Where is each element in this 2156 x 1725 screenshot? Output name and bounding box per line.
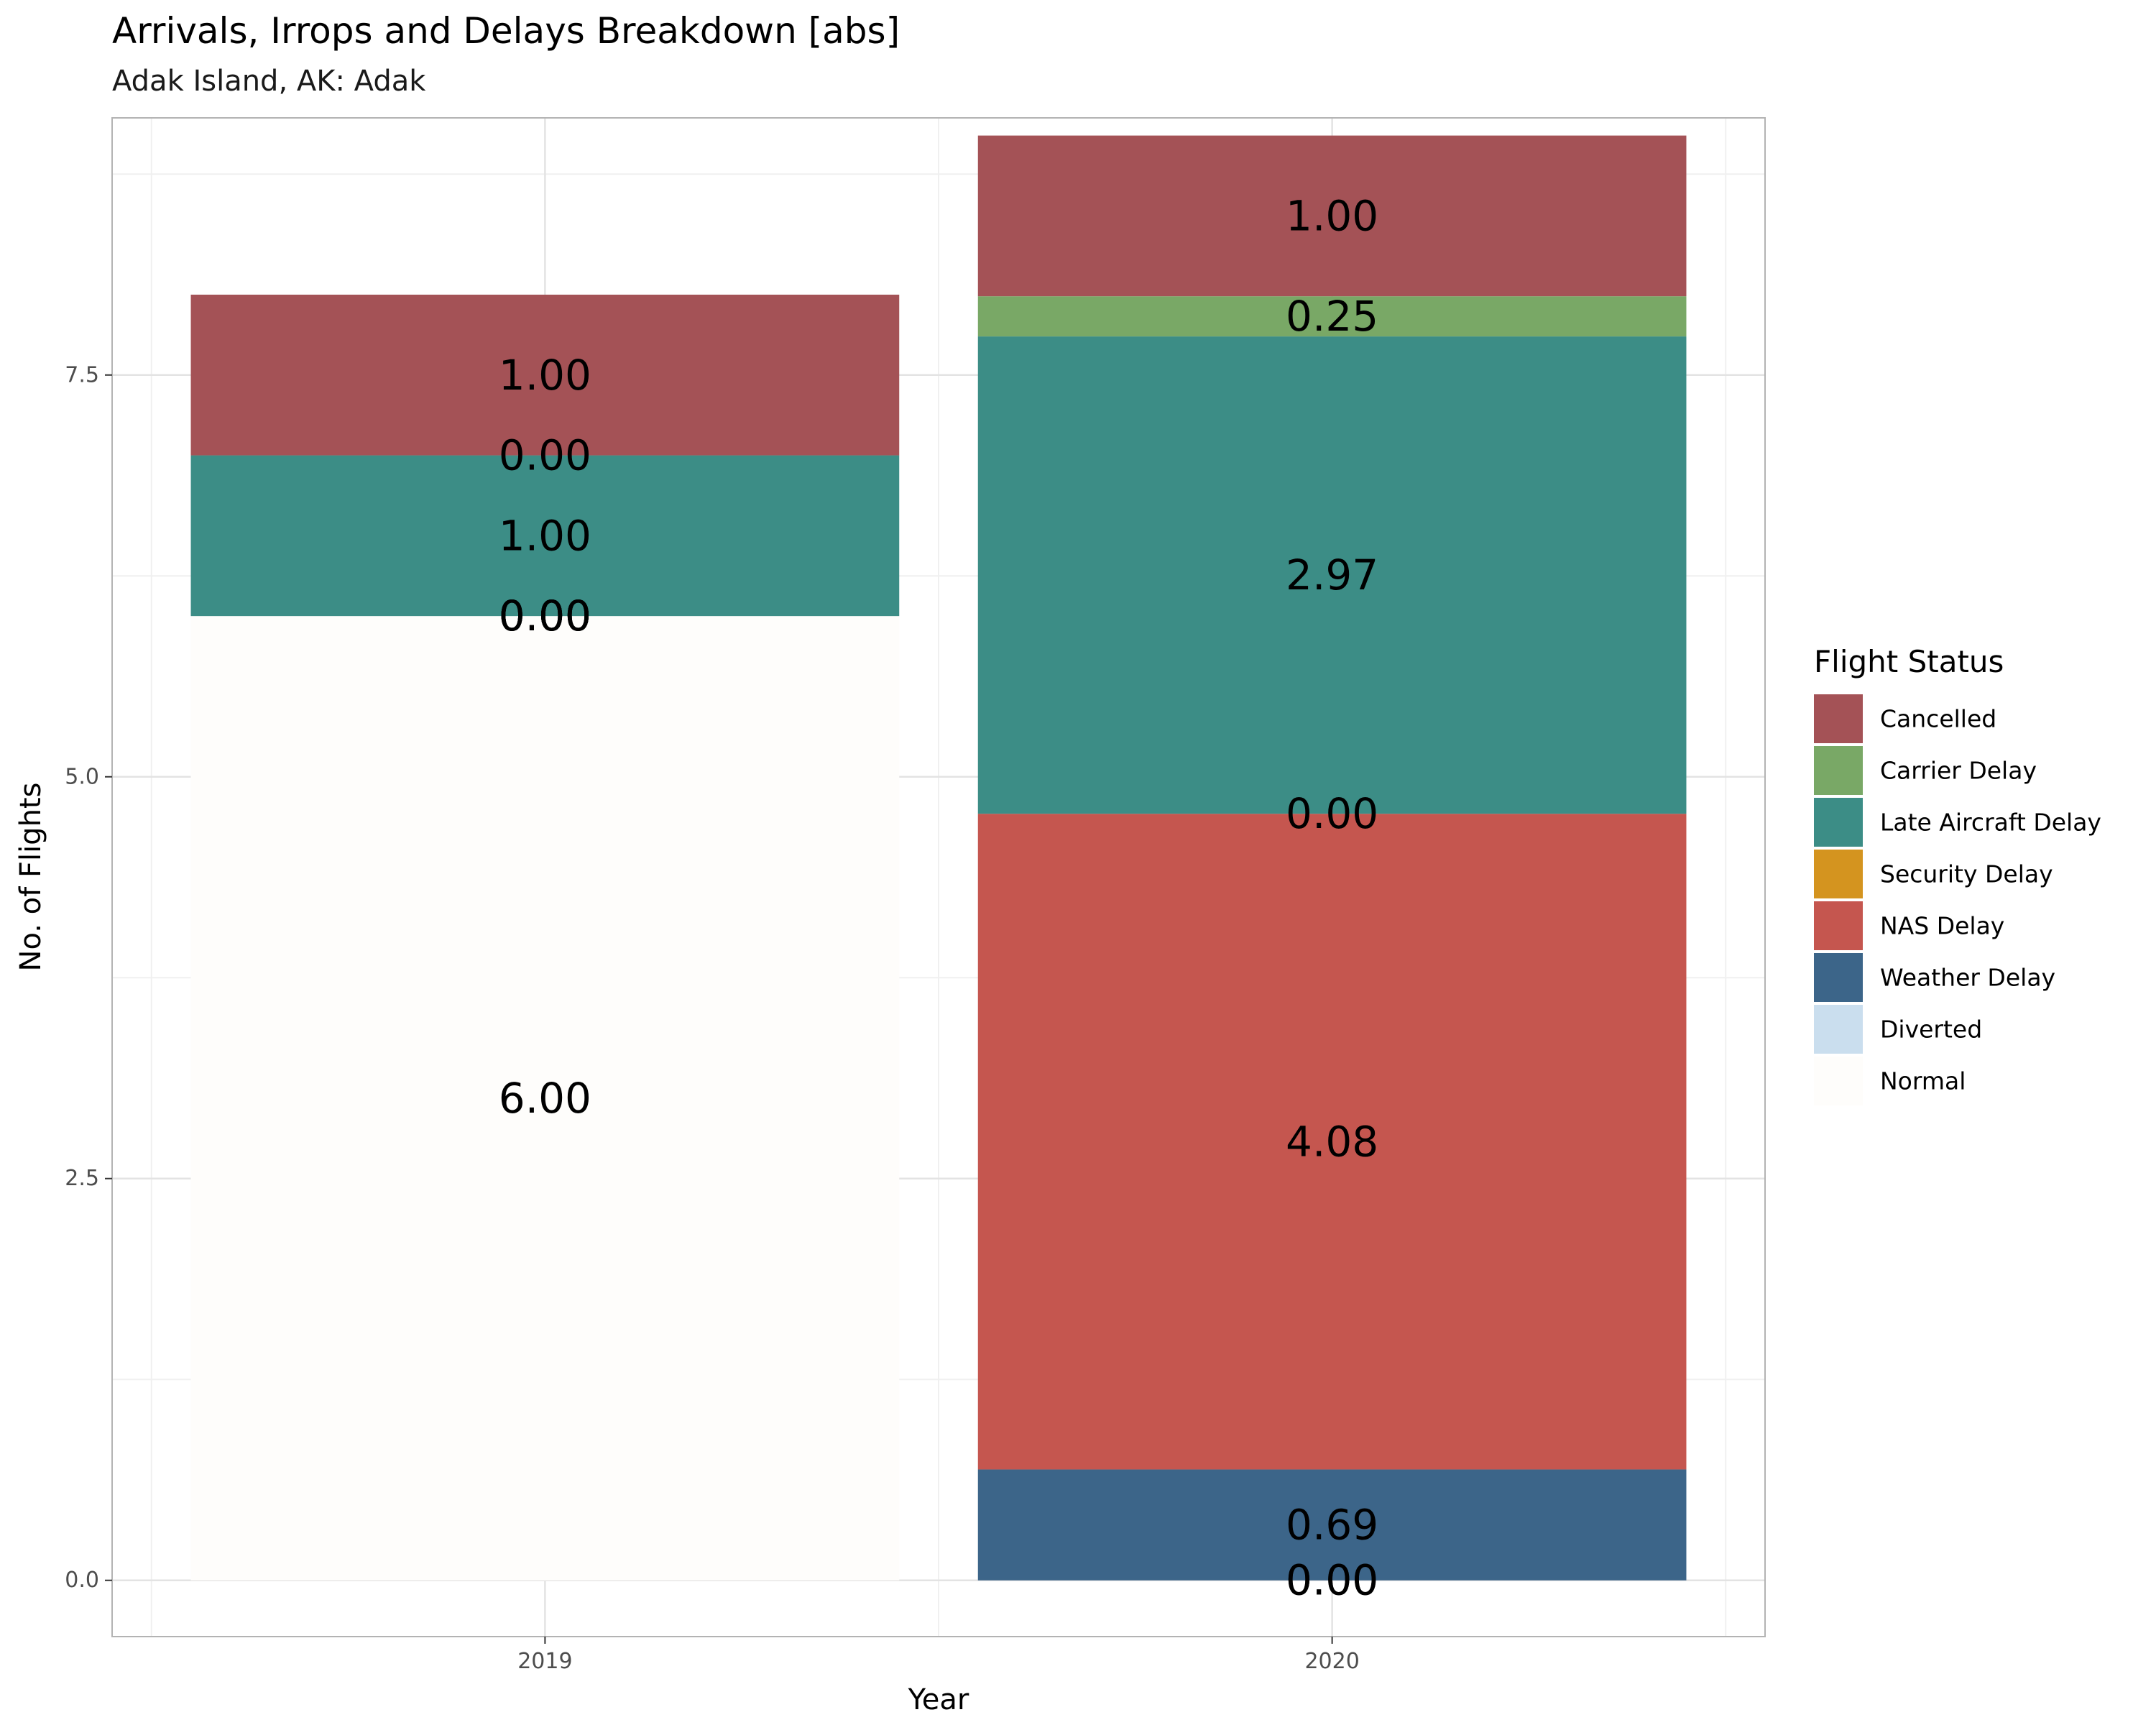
bars bbox=[190, 135, 1687, 1581]
data-label: 1.00 bbox=[499, 351, 591, 400]
legend-label: Security Delay bbox=[1880, 860, 2053, 888]
legend-label: Weather Delay bbox=[1880, 964, 2055, 992]
data-labels: 6.000.000.000.000.001.000.001.000.000.00… bbox=[499, 191, 1378, 1604]
bar-segment bbox=[190, 455, 900, 617]
legend-key bbox=[1814, 850, 1863, 898]
data-label: 0.00 bbox=[499, 592, 591, 640]
x-axis-title: Year bbox=[908, 1683, 969, 1716]
legend-label: Diverted bbox=[1880, 1016, 1982, 1044]
chart-title: Arrivals, Irrops and Delays Breakdown [a… bbox=[112, 10, 900, 52]
bar-segment bbox=[977, 814, 1687, 1470]
legend-label: Normal bbox=[1880, 1067, 1966, 1095]
legend-label: Late Aircraft Delay bbox=[1880, 809, 2101, 837]
legend: Flight Status Cancelled Carrier Delay Late … bbox=[1814, 644, 2101, 1105]
legend-key bbox=[1814, 901, 1863, 950]
data-label: 1.00 bbox=[1286, 191, 1378, 240]
data-label: 0.00 bbox=[499, 431, 591, 480]
bar-segment bbox=[190, 294, 900, 456]
data-label: 0.00 bbox=[499, 592, 591, 640]
legend-label: NAS Delay bbox=[1880, 912, 2004, 940]
legend-key bbox=[1814, 953, 1863, 1002]
data-label: 0.25 bbox=[1286, 292, 1378, 341]
legend-key bbox=[1814, 746, 1863, 795]
y-tick-label: 7.5 bbox=[65, 362, 99, 387]
legend-key bbox=[1814, 798, 1863, 847]
y-tick-label: 2.5 bbox=[65, 1166, 99, 1191]
legend-key bbox=[1814, 694, 1863, 743]
data-label: 0.00 bbox=[1286, 1556, 1378, 1605]
legend-label: Carrier Delay bbox=[1880, 757, 2037, 785]
bar-segment bbox=[977, 1469, 1687, 1581]
bar-segment bbox=[977, 296, 1687, 337]
panel-border bbox=[111, 117, 1766, 1637]
y-axis-title: No. of Flights bbox=[14, 783, 47, 972]
x-tick-label: 2020 bbox=[1304, 1649, 1359, 1674]
bar-segment bbox=[190, 616, 900, 1581]
y-tick-label: 0.0 bbox=[65, 1568, 99, 1593]
legend-title: Flight Status bbox=[1814, 644, 2004, 679]
data-label: 2.97 bbox=[1286, 551, 1378, 599]
data-label: 0.00 bbox=[1286, 789, 1378, 838]
chart-subtitle: Adak Island, AK: Adak bbox=[112, 65, 426, 98]
data-label: 0.00 bbox=[1286, 1556, 1378, 1605]
y-tick-label: 5.0 bbox=[65, 764, 99, 789]
legend-key bbox=[1814, 1005, 1863, 1054]
axes: 0.0 2.5 5.0 7.5 2019 2020 bbox=[65, 362, 1360, 1674]
data-label: 0.00 bbox=[499, 592, 591, 640]
legend-label: Cancelled bbox=[1880, 705, 1996, 733]
data-label: 6.00 bbox=[499, 1074, 591, 1123]
bar-segment bbox=[977, 336, 1687, 814]
x-tick-label: 2019 bbox=[517, 1649, 572, 1674]
bar-segment bbox=[977, 135, 1687, 297]
data-label: 0.69 bbox=[1286, 1501, 1378, 1550]
legend-key bbox=[1814, 1057, 1863, 1105]
data-label: 0.00 bbox=[499, 592, 591, 640]
data-label: 1.00 bbox=[499, 511, 591, 560]
data-label: 4.08 bbox=[1286, 1117, 1378, 1166]
